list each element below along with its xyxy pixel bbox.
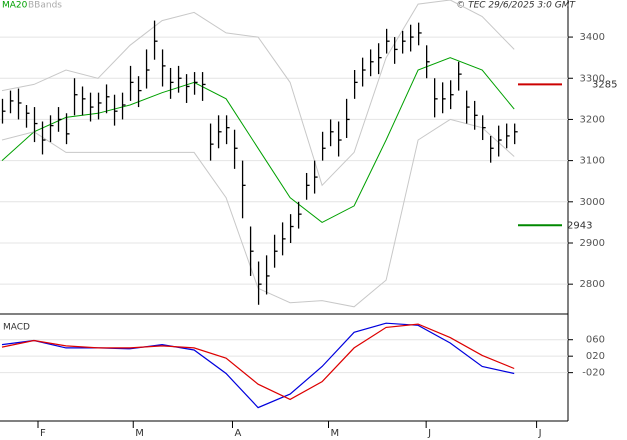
y-tick-label: 3400 [580,32,605,43]
y-tick-label: 3000 [580,197,605,208]
x-tick-label: J [427,428,431,439]
x-tick-label: M [135,428,144,439]
legend-ma: MA20 [2,1,28,11]
band-line [1,0,515,187]
x-tick-label: J [538,428,542,439]
x-tick-label: A [234,428,241,439]
ma-line [1,57,515,223]
y-tick-label: 2900 [580,238,605,249]
x-tick-label: F [40,428,46,439]
level-label: 3285 [592,79,617,90]
y-tick-label: -020 [582,368,605,379]
y-tick-label: 3300 [580,73,605,84]
y-tick-label: 3100 [580,156,605,167]
macd-line [1,323,515,401]
macd-line [1,322,515,409]
x-tick-label: M [331,428,340,439]
copyright: © TEC 29/6/2025 3:0 GMT [456,1,576,11]
y-tick-label: 3200 [580,114,605,125]
y-tick-label: 2800 [580,279,605,290]
level-label: 2943 [567,220,592,231]
y-tick-label: 060 [586,335,605,346]
y-tick-label: 020 [586,351,605,362]
macd-title: MACD [3,323,30,333]
legend-bbands: BBands [28,1,62,11]
